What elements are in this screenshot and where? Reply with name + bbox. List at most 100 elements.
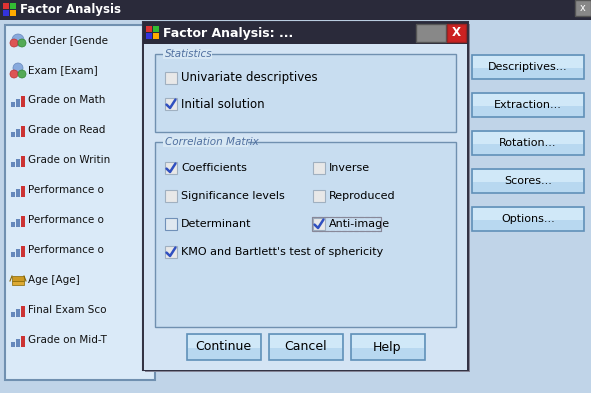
Text: Statistics: Statistics <box>165 49 213 59</box>
Bar <box>16 309 20 317</box>
Bar <box>11 162 15 167</box>
Bar <box>155 142 456 327</box>
Bar <box>165 218 177 230</box>
Text: Grade on Math: Grade on Math <box>28 95 105 105</box>
Text: Options...: Options... <box>501 214 555 224</box>
Bar <box>472 131 584 155</box>
Bar <box>146 26 152 32</box>
Text: Final Exam Sco: Final Exam Sco <box>28 305 106 315</box>
Bar <box>313 218 325 230</box>
Bar <box>312 217 381 231</box>
Bar <box>187 335 259 348</box>
Bar <box>155 54 456 132</box>
Bar <box>16 189 20 197</box>
Bar <box>3 10 9 16</box>
Bar <box>12 276 24 281</box>
Bar <box>21 186 25 197</box>
Bar <box>473 208 583 220</box>
Bar <box>472 55 584 79</box>
Bar <box>163 137 248 147</box>
Text: Determinant: Determinant <box>181 219 252 229</box>
Bar <box>472 207 584 231</box>
Bar <box>16 99 20 107</box>
Text: Factor Analysis: ...: Factor Analysis: ... <box>163 26 293 40</box>
Text: Continue: Continue <box>196 340 252 353</box>
Bar <box>16 219 20 227</box>
Bar <box>16 249 20 257</box>
Circle shape <box>13 63 23 73</box>
Bar <box>473 170 583 182</box>
Text: Help: Help <box>374 340 402 353</box>
Bar <box>21 96 25 107</box>
Bar <box>10 3 16 9</box>
Bar <box>145 24 470 372</box>
Text: Descriptives...: Descriptives... <box>488 62 568 72</box>
Bar <box>11 192 15 197</box>
Text: KMO and Bartlett's test of sphericity: KMO and Bartlett's test of sphericity <box>181 247 383 257</box>
Bar <box>21 246 25 257</box>
Bar <box>473 94 583 106</box>
Bar <box>21 216 25 227</box>
Bar <box>21 126 25 137</box>
Text: Anti-image: Anti-image <box>329 219 390 229</box>
Bar <box>3 3 9 9</box>
Bar <box>416 24 446 42</box>
Text: Factor Analysis: Factor Analysis <box>20 4 121 17</box>
Bar <box>313 162 325 174</box>
Bar <box>21 156 25 167</box>
Bar <box>269 335 342 348</box>
Bar <box>575 0 591 16</box>
Circle shape <box>12 34 24 46</box>
Bar <box>16 339 20 347</box>
Circle shape <box>18 39 26 47</box>
Bar <box>473 132 583 144</box>
Text: Inverse: Inverse <box>329 163 370 173</box>
Text: Grade on Writin: Grade on Writin <box>28 155 111 165</box>
Bar <box>144 44 467 370</box>
Text: Univariate descriptives: Univariate descriptives <box>181 72 317 84</box>
Bar <box>0 0 591 20</box>
Text: Cancel: Cancel <box>284 340 327 353</box>
Bar <box>10 10 16 16</box>
Bar <box>16 159 20 167</box>
Text: Grade on Read: Grade on Read <box>28 125 105 135</box>
Text: Correlation Matrix: Correlation Matrix <box>165 137 259 147</box>
Bar <box>165 246 177 258</box>
Text: Exam [Exam]: Exam [Exam] <box>28 65 98 75</box>
Bar <box>187 334 261 360</box>
Bar <box>268 334 343 360</box>
Text: Reproduced: Reproduced <box>329 191 395 201</box>
Bar <box>21 306 25 317</box>
Bar <box>11 342 15 347</box>
Bar <box>350 334 424 360</box>
Bar <box>165 190 177 202</box>
Bar <box>313 190 325 202</box>
Text: Scores...: Scores... <box>504 176 552 186</box>
Bar <box>153 26 159 32</box>
Bar <box>352 335 424 348</box>
Bar <box>21 336 25 347</box>
Bar <box>16 129 20 137</box>
Bar <box>11 132 15 137</box>
Text: Significance levels: Significance levels <box>181 191 285 201</box>
Bar <box>163 49 212 59</box>
Bar <box>165 162 177 174</box>
Bar <box>472 93 584 117</box>
Bar <box>11 312 15 317</box>
Text: Rotation...: Rotation... <box>499 138 557 148</box>
Text: Gender [Gende: Gender [Gende <box>28 35 108 45</box>
Text: Age [Age]: Age [Age] <box>28 275 80 285</box>
Bar <box>473 56 583 68</box>
Bar <box>472 169 584 193</box>
Bar <box>146 33 152 39</box>
Bar <box>11 252 15 257</box>
Text: Grade on Mid-T: Grade on Mid-T <box>28 335 107 345</box>
Circle shape <box>10 70 18 78</box>
Circle shape <box>18 70 26 78</box>
Text: Performance o: Performance o <box>28 215 104 225</box>
Circle shape <box>10 39 18 47</box>
Bar <box>11 222 15 227</box>
Bar <box>143 22 468 44</box>
Text: X: X <box>452 26 460 40</box>
Bar <box>143 22 468 370</box>
